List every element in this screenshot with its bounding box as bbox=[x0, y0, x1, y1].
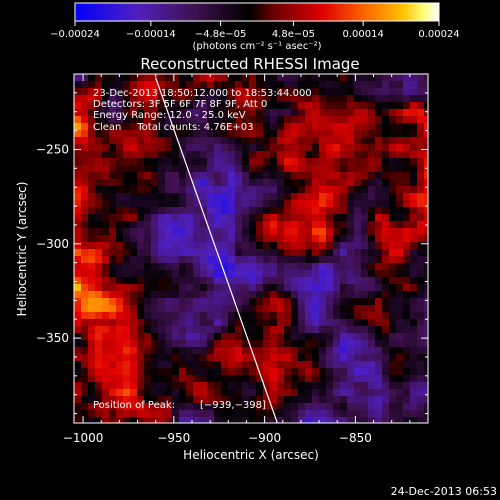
chart-title: Reconstructed RHESSI Image bbox=[140, 55, 359, 73]
solar-limb-line bbox=[155, 77, 278, 424]
annotation-time: 23-Dec-2013 18:50:12.000 to 18:53:44.000 bbox=[93, 88, 312, 99]
x-axis-label: Heliocentric X (arcsec) bbox=[183, 448, 319, 462]
x-tick-label: −1000 bbox=[63, 431, 104, 445]
heatmap-image bbox=[74, 74, 428, 423]
colorbar-tick-label: −0.00014 bbox=[126, 29, 176, 40]
colorbar-units-label: (photons cm⁻² s⁻¹ asec⁻²) bbox=[192, 41, 321, 52]
peak-position-value: [−939,−398] bbox=[200, 400, 266, 411]
colorbar-gradient bbox=[74, 2, 440, 22]
colorbar-tick-label: 0.00024 bbox=[418, 29, 459, 40]
colorbar: −0.00024 −0.00014 −4.8e−05 4.8e−05 0.00014 0.… bbox=[50, 2, 460, 52]
colorbar-tick-label: 0.00014 bbox=[342, 29, 383, 40]
axis-ticks: −1000 −950 −900 −850 −250 −300 −350 bbox=[36, 74, 428, 445]
colorbar-ticks: −0.00024 −0.00014 −4.8e−05 4.8e−05 0.00014 0.… bbox=[50, 21, 460, 40]
annotation-counts: Clean Total counts: 4.76E+03 bbox=[93, 122, 253, 133]
colorbar-tick-label: −4.8e−05 bbox=[195, 29, 247, 40]
colorbar-tick-label: 4.8e−05 bbox=[272, 29, 315, 40]
x-tick-label: −900 bbox=[248, 431, 281, 445]
annotation-block: 23-Dec-2013 18:50:12.000 to 18:53:44.000… bbox=[93, 88, 312, 411]
plot-frame bbox=[73, 73, 429, 424]
footer-timestamp: 24-Dec-2013 06:53 bbox=[391, 485, 497, 498]
peak-position-label: Position of Peak: bbox=[93, 400, 175, 411]
annotation-detectors: Detectors: 3F 5F 6F 7F 8F 9F, Att 0 bbox=[93, 99, 267, 110]
y-axis-label: Heliocentric Y (arcsec) bbox=[15, 182, 29, 317]
y-tick-label: −300 bbox=[36, 237, 69, 251]
y-tick-label: −350 bbox=[36, 331, 69, 345]
y-tick-label: −250 bbox=[36, 142, 69, 156]
x-tick-label: −950 bbox=[157, 431, 190, 445]
x-tick-label: −850 bbox=[339, 431, 372, 445]
colorbar-tick-label: −0.00024 bbox=[50, 29, 100, 40]
annotation-energy: Energy Range: 12.0 - 25.0 keV bbox=[93, 110, 246, 121]
